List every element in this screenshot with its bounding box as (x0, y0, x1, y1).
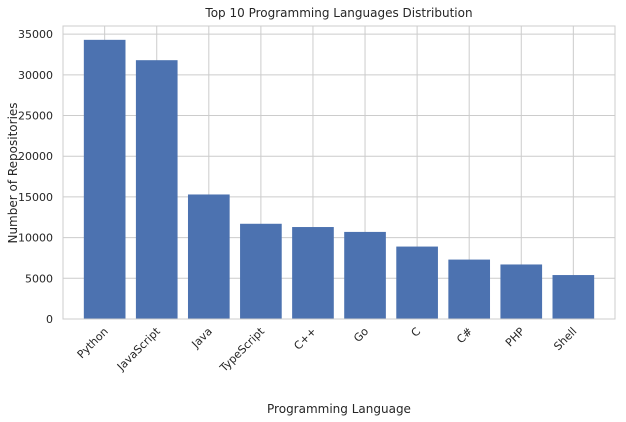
bar-c (396, 246, 438, 319)
y-axis-title: Number of Repositories (6, 102, 20, 243)
chart-title: Top 10 Programming Languages Distributio… (204, 6, 472, 20)
bar-csharp (448, 259, 491, 319)
y-tick-labels: 0 5000 10000 15000 20000 25000 30000 35000 (18, 28, 53, 326)
bar-go (344, 231, 386, 319)
plot-frame (62, 25, 616, 320)
bar-cpp (292, 227, 334, 319)
x-axis-title: Programming Language (267, 402, 411, 416)
y-tick-label: 25000 (18, 110, 53, 123)
bar-python (83, 39, 126, 319)
y-tick-label: 30000 (18, 69, 53, 82)
y-tick-label: 15000 (18, 191, 53, 204)
bar-javascript (135, 60, 178, 319)
bar-layer (83, 39, 595, 319)
y-tick-label: 35000 (18, 28, 53, 41)
bar-php (500, 264, 543, 319)
bar-typescript (240, 223, 282, 319)
y-tick-label: 5000 (25, 272, 53, 285)
y-tick-label: 0 (46, 313, 53, 326)
y-tick-label: 20000 (18, 150, 53, 163)
y-tick-label: 10000 (18, 232, 53, 245)
bar-shell (552, 275, 595, 319)
bar-java (187, 194, 230, 319)
